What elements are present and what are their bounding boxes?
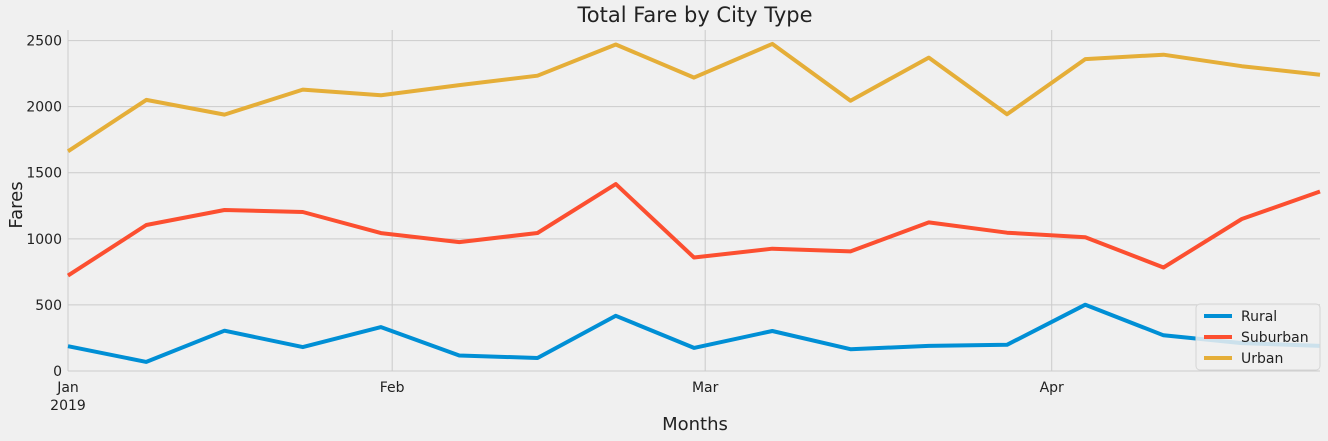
series-line-rural (67, 302, 1321, 364)
series-line-urban (66, 41, 1321, 153)
legend-frame (1195, 303, 1321, 371)
series-line-suburban (66, 182, 1321, 278)
y-axis-label: Fares (6, 181, 27, 228)
legend-label-suburban: Suburban (1241, 330, 1309, 346)
chart-title: Total Fare by City Type (576, 3, 812, 27)
legend-label-urban: Urban (1241, 351, 1283, 367)
y-tick-label: 2000 (26, 100, 62, 116)
x-tick-label: Feb (380, 380, 405, 396)
x-tick-label: Mar (692, 380, 719, 396)
legend-label-rural: Rural (1241, 309, 1277, 325)
y-tick-label: 500 (35, 298, 62, 314)
x-axis-label: Months (662, 414, 728, 435)
series-layer (66, 41, 1321, 364)
y-tick-label: 0 (53, 364, 62, 380)
y-tick-label: 1000 (26, 232, 62, 248)
x-tick-label: Apr (1040, 380, 1064, 396)
tick-layer: 0 500 1000 1500 2000 2500 Jan 2019 Feb Mar Apr (26, 34, 1064, 414)
x-tick-label: Jan (56, 380, 79, 396)
legend: Rural Suburban Urban (1195, 303, 1321, 371)
y-tick-label: 2500 (26, 34, 62, 50)
x-tick-sublabel: 2019 (50, 398, 86, 414)
grid-layer (67, 30, 1320, 372)
y-tick-label: 1500 (26, 166, 62, 182)
